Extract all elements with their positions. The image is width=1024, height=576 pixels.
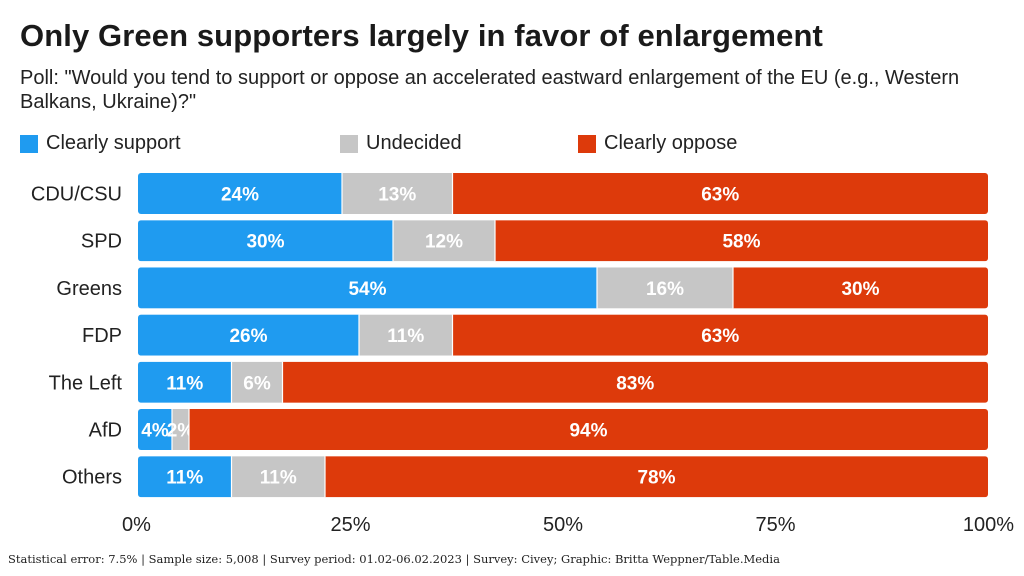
x-tick-label-0: 0%: [122, 514, 151, 536]
category-label-others: Others: [62, 467, 122, 489]
bar-greens-oppose: [733, 267, 988, 309]
data-label-the-left-oppose: 83%: [616, 373, 654, 394]
data-label-cdu-csu-support: 24%: [221, 185, 259, 206]
data-label-others-support: 11%: [166, 468, 203, 489]
data-label-others-undecided: 11%: [260, 468, 297, 489]
bar-the-left-undecided: [231, 361, 283, 403]
legend-swatch-oppose: [578, 134, 596, 153]
legend-swatch-support: [20, 134, 38, 153]
footer-source: Statistical error: 7.5% | Sample size: 5…: [8, 552, 780, 566]
bar-fdp-undecided: [359, 314, 453, 356]
legend: Clearly support Undecided Clearly oppose: [20, 132, 1010, 156]
bar-cdu-csu-oppose: [452, 173, 988, 214]
data-label-fdp-support: 26%: [229, 326, 267, 347]
category-label-greens: Greens: [56, 278, 122, 300]
legend-label-oppose: Clearly oppose: [604, 132, 738, 154]
data-label-others-oppose: 78%: [637, 468, 675, 489]
data-label-greens-support: 54%: [348, 279, 386, 300]
legend-swatch-undecided: [340, 134, 358, 153]
data-label-greens-undecided: 16%: [646, 279, 684, 300]
x-tick-label-25: 25%: [330, 514, 370, 536]
bar-fdp-support: [138, 314, 359, 356]
legend-label-support: Clearly support: [46, 132, 181, 154]
legend-label-undecided: Undecided: [366, 132, 462, 154]
chart-subtitle: Poll: "Would you tend to support or oppo…: [20, 67, 960, 113]
bar-spd-support: [138, 220, 393, 262]
data-label-greens-oppose: 30%: [841, 279, 879, 300]
bar-cdu-csu-undecided: [342, 173, 453, 214]
data-label-fdp-oppose: 63%: [701, 326, 739, 347]
data-label-spd-support: 30%: [246, 232, 284, 253]
bar-others-oppose: [325, 456, 988, 498]
legend-item-oppose: Clearly oppose: [578, 132, 737, 155]
legend-item-support: Clearly support: [20, 132, 181, 155]
bar-greens-undecided: [597, 267, 733, 309]
x-tick-label-75: 75%: [755, 514, 795, 536]
category-label-the-left: The Left: [49, 372, 123, 394]
data-label-cdu-csu-oppose: 63%: [701, 185, 739, 206]
category-label-cdu-csu: CDU/CSU: [31, 184, 122, 206]
category-label-fdp: FDP: [82, 325, 122, 347]
bar-afd-support: [138, 409, 172, 450]
data-label-fdp-undecided: 11%: [387, 326, 424, 347]
category-label-spd: SPD: [81, 231, 122, 253]
data-label-afd-undecided: 2%: [167, 421, 195, 442]
bar-spd-oppose: [495, 220, 988, 262]
bar-afd-oppose: [189, 409, 988, 450]
chart-title: Only Green supporters largely in favor o…: [20, 18, 823, 53]
data-label-spd-oppose: 58%: [722, 232, 760, 253]
legend-item-undecided: Undecided: [340, 132, 462, 155]
bar-fdp-oppose: [452, 314, 988, 356]
bar-greens-support: [138, 267, 597, 309]
data-label-the-left-support: 11%: [166, 373, 203, 394]
bar-others-undecided: [231, 456, 325, 498]
data-label-afd-support: 4%: [141, 421, 169, 442]
category-label-afd: AfD: [89, 420, 122, 442]
x-tick-label-100: 100%: [963, 514, 1014, 536]
bar-the-left-oppose: [282, 361, 988, 403]
data-label-the-left-undecided: 6%: [243, 373, 271, 394]
bar-afd-undecided: [172, 409, 189, 450]
data-label-cdu-csu-undecided: 13%: [378, 185, 416, 206]
bar-the-left-support: [138, 361, 232, 403]
data-label-spd-undecided: 12%: [425, 232, 463, 253]
bar-others-support: [138, 456, 232, 498]
bar-spd-undecided: [393, 220, 495, 262]
x-tick-label-50: 50%: [543, 514, 583, 536]
bar-cdu-csu-support: [138, 173, 342, 214]
data-label-afd-oppose: 94%: [569, 421, 607, 442]
